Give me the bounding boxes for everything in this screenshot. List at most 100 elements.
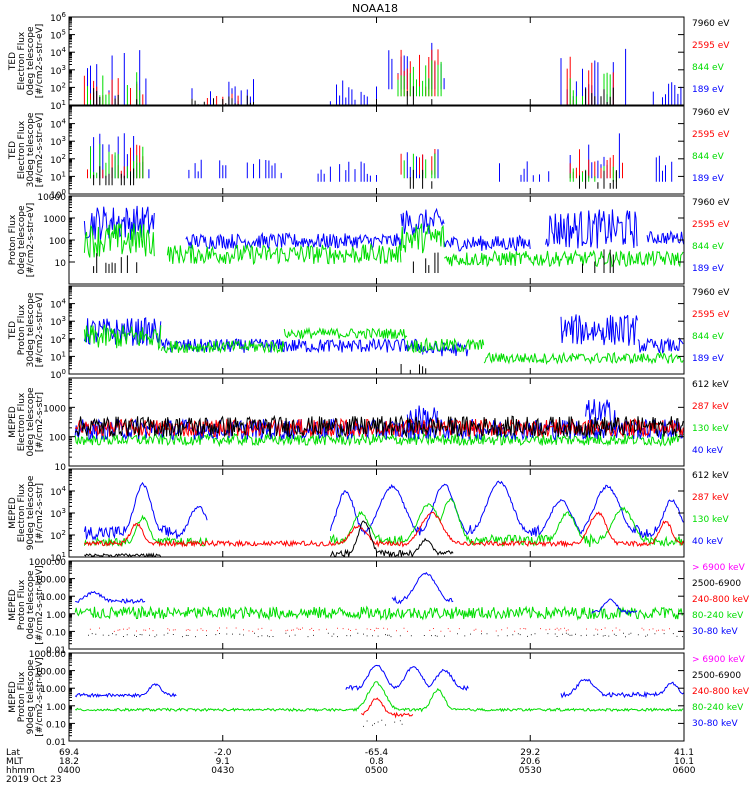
y-axis-label: TED <box>8 52 18 71</box>
y-axis-label: Proton Flux <box>17 671 27 722</box>
legend-entry: 2595 eV <box>692 130 730 140</box>
y-tick-label: 103 <box>50 315 66 328</box>
legend-entry: 7960 eV <box>692 19 730 29</box>
series-1 <box>83 480 684 541</box>
series-2 <box>83 324 684 366</box>
panel-4: 100 101 102 103 104 TED Proton Flux 30deg teles… <box>8 285 730 381</box>
panel-3-data <box>83 205 684 273</box>
y-axis-label: MEPED <box>8 497 18 529</box>
y-tick-label: 103 <box>50 64 66 77</box>
x-tick-label: 9.1 <box>216 757 230 767</box>
y-tick-label: 101 <box>50 99 66 112</box>
y-tick-label: 100.00 <box>35 668 67 678</box>
y-axis-label: Proton Flux <box>17 579 27 630</box>
legend-entry: 612 keV <box>692 380 729 390</box>
legend-entry: 2500-6900 <box>692 671 741 681</box>
y-tick-label: 0.01 <box>46 646 66 656</box>
legend-entry: 40 keV <box>692 446 724 456</box>
series-4 <box>84 520 454 557</box>
legend-entry: 130 keV <box>692 515 729 525</box>
series-4 <box>363 719 403 727</box>
series-3 <box>360 697 414 719</box>
y-axis-label: 0deg telescope <box>17 205 27 275</box>
y-tick-label: 102 <box>50 153 66 166</box>
y-tick-label: 100 <box>50 368 66 381</box>
x-tick-label: 0530 <box>519 766 542 776</box>
panel-frame <box>68 560 685 650</box>
x-tick-label: 0400 <box>58 766 81 776</box>
panel-2-data <box>87 133 684 189</box>
legend-entry: 130 keV <box>692 424 729 434</box>
series-3 <box>93 249 614 273</box>
y-tick-label: 10 <box>55 259 67 269</box>
y-tick-label: 103 <box>50 135 66 148</box>
y-tick-label: 0.10 <box>46 628 66 638</box>
series-4 <box>88 632 683 638</box>
y-axis-label: Proton Flux <box>17 304 27 355</box>
series-2 <box>83 223 684 268</box>
legend-entry: 80-240 keV <box>692 611 744 621</box>
legend-entry: 287 keV <box>692 493 729 503</box>
x-tick-label: 41.1 <box>674 748 694 758</box>
y-tick-label: 104 <box>50 485 66 498</box>
x-tick-label: 0.8 <box>369 757 384 767</box>
legend-entry: 80-240 keV <box>692 703 744 713</box>
y-tick-label: 1000.00 <box>29 558 66 568</box>
y-tick-label: 100 <box>49 434 66 444</box>
date-label: 2019 Oct 23 <box>6 775 62 785</box>
panel-4-data <box>83 314 684 374</box>
y-axis-label: 90deg telescope <box>26 659 36 734</box>
legend-entry: 844 eV <box>692 332 725 342</box>
x-tick-label: 18.2 <box>59 757 79 767</box>
series-1 <box>74 605 684 621</box>
series-4 <box>93 166 617 189</box>
legend-entry: 2595 eV <box>692 220 730 230</box>
panel-8: 1000.00 100.00 10.00 1.00 0.10 0.01 MEPED Proto… <box>8 650 750 748</box>
series-4 <box>74 414 684 439</box>
y-axis-label: [#/cm2-s-str-keV] <box>35 657 45 736</box>
legend-entry: > 6900 keV <box>692 655 746 665</box>
y-tick-label: 102 <box>50 333 66 346</box>
x-row-label: hhmm <box>6 766 35 776</box>
x-tick-label: 20.6 <box>520 757 540 767</box>
figure-title: NOAA18 <box>352 2 398 15</box>
series-1 <box>74 664 684 699</box>
panel-1: 101 102 103 104 105 106 TED Electron Flux 0deg t… <box>8 11 730 112</box>
y-tick-label: 102 <box>50 529 66 542</box>
series-3 <box>83 511 684 548</box>
y-axis-label: 30deg telescope <box>26 292 36 367</box>
y-tick-label: 101 <box>50 350 66 363</box>
legend-entry: 612 keV <box>692 471 729 481</box>
y-tick-label: 10.00 <box>40 685 66 695</box>
y-tick-label: 104 <box>50 46 66 59</box>
y-tick-label: 105 <box>50 29 66 42</box>
legend-entry: 844 eV <box>692 63 725 73</box>
y-tick-label: 100.00 <box>35 576 67 586</box>
series-3 <box>400 364 427 374</box>
y-axis-label: [#/cm2-s-str] <box>35 483 45 543</box>
series-4 <box>93 86 614 105</box>
y-axis-label: 30deg telescope <box>26 112 36 187</box>
legend-entry: 189 eV <box>692 264 725 274</box>
y-tick-label: 10000 <box>37 193 66 203</box>
x-row-label: Lat <box>6 748 21 758</box>
y-axis-label: Proton Flux <box>8 214 18 265</box>
legend-entry: 189 eV <box>692 354 725 364</box>
legend-entry: 189 eV <box>692 85 725 95</box>
y-axis-label: Electron Flux <box>17 31 27 90</box>
y-tick-label: 1000 <box>43 215 66 225</box>
panel-6-data <box>83 480 684 557</box>
y-tick-label: 1000 <box>43 404 66 414</box>
legend-entry: 844 eV <box>692 152 725 162</box>
legend-entry: 30-80 keV <box>692 627 738 637</box>
y-axis-label: [#/cm2-s-str-eV] <box>35 293 45 368</box>
legend-entry: 287 keV <box>692 402 729 412</box>
panel-1-data <box>83 42 682 105</box>
legend-entry: 7960 eV <box>692 108 730 118</box>
legend-entry: 189 eV <box>692 174 725 184</box>
legend-entry: 7960 eV <box>692 198 730 208</box>
y-axis-label: 0deg telescope <box>26 570 36 640</box>
